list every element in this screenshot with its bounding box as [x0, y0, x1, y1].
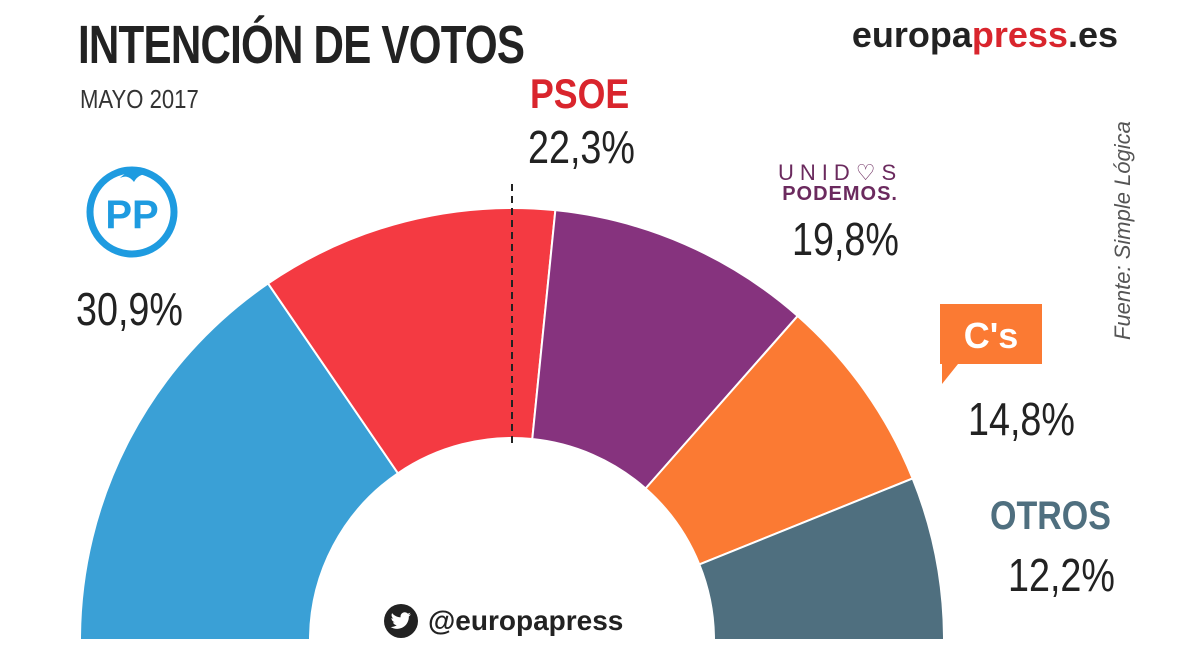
unidos-podemos-logo: UNID♡S PODEMOS. [778, 160, 903, 205]
slice-psoe [266, 207, 557, 475]
pp-logo-icon: PP [86, 166, 178, 258]
value-cs: 14,8% [968, 393, 1075, 445]
cs-logo-text: C's [964, 315, 1019, 356]
brand-part-3: .es [1067, 14, 1118, 55]
twitter-handle[interactable]: @europapress [384, 604, 623, 638]
slice-otros [698, 477, 946, 641]
unidos-logo-line2: PODEMOS. [782, 183, 898, 205]
twitter-bird-icon [384, 604, 418, 638]
value-psoe: 22,3% [528, 121, 635, 173]
value-otros: 12,2% [1008, 549, 1115, 601]
chart-title: INTENCIÓN DE VOTOS [78, 15, 525, 75]
brand-part-1: europa [851, 14, 972, 55]
value-unidos-podemos: 19,8% [792, 213, 899, 265]
chart-subtitle: MAYO 2017 [80, 84, 199, 114]
pp-logo-text: PP [105, 193, 158, 237]
slice-unidos-podemos [531, 209, 800, 490]
cs-logo-icon: C's [940, 304, 1042, 384]
brand-logo[interactable]: europapress.es [852, 14, 1118, 56]
slice-pp [78, 282, 400, 641]
unidos-logo-line1: UNID♡S [778, 160, 903, 185]
brand-part-2: press [971, 14, 1068, 55]
twitter-handle-text: @europapress [428, 605, 624, 636]
label-otros: OTROS [990, 494, 1111, 538]
value-pp: 30,9% [76, 283, 183, 335]
label-psoe: PSOE [530, 70, 630, 117]
